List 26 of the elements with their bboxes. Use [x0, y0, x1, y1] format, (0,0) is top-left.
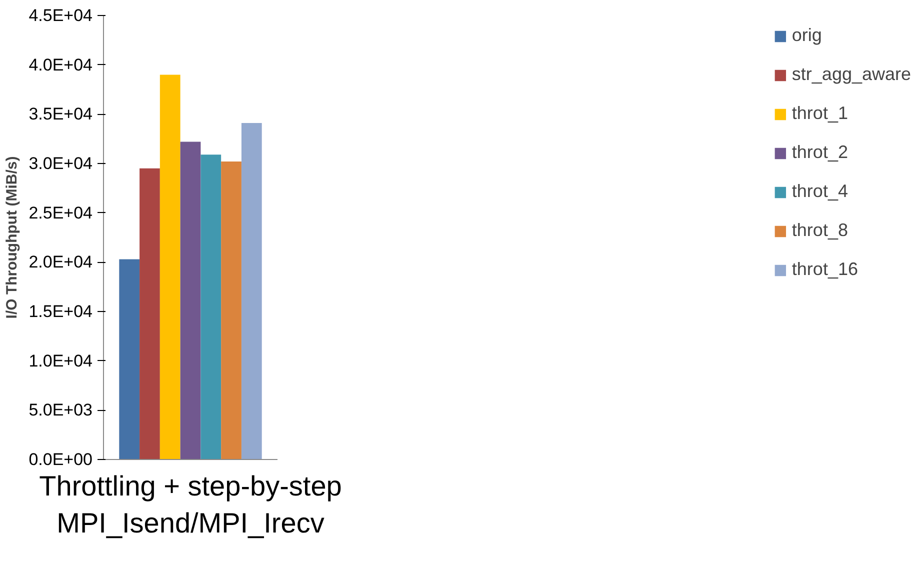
y-tick-label: 3.5E+04	[28, 104, 93, 124]
y-tick-label: 2.0E+04	[28, 252, 93, 272]
y-tick-label: 4.0E+04	[28, 55, 93, 74]
y-tick-label: 2.5E+04	[28, 203, 93, 222]
legend-label: throt_16	[792, 259, 858, 280]
y-tick-label: 0.0E+00	[28, 450, 93, 469]
legend-label: orig	[792, 25, 822, 46]
bar	[140, 168, 160, 460]
bar	[119, 259, 140, 460]
y-axis-title: I/O Throughput (MiB/s)	[4, 156, 21, 319]
legend-label: throt_1	[792, 103, 848, 124]
y-tick-label: 1.0E+04	[28, 351, 93, 370]
y-tick-label: 1.5E+04	[28, 302, 93, 321]
y-tick-label: 3.0E+04	[28, 154, 93, 173]
legend-label: throt_4	[792, 181, 848, 202]
y-tick-label: 5.0E+03	[28, 400, 93, 420]
legend-label: throt_2	[792, 142, 848, 163]
x-tick-label: Throttling + step-by-step MPI_Isend/MPI_Irecv	[39, 470, 342, 539]
y-tick-label: 4.5E+04	[28, 6, 93, 25]
bar	[221, 162, 242, 460]
bar	[180, 142, 201, 460]
legend-label: str_agg_aware	[792, 64, 911, 85]
legend-label: throt_8	[792, 220, 848, 241]
bar	[241, 123, 262, 460]
bar	[200, 154, 222, 460]
bar	[160, 74, 180, 460]
